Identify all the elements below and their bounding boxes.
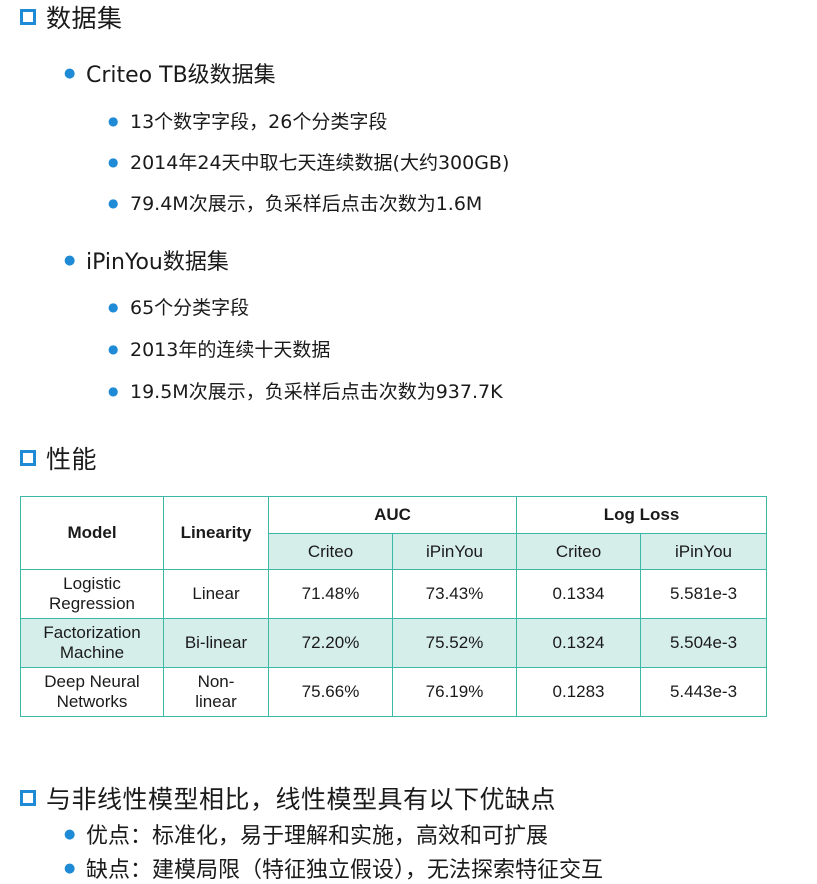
table-row: Factorization Machine Bi-linear 72.20% 7… xyxy=(20,618,767,668)
dot-bullet-icon: ● xyxy=(108,341,119,356)
dot-bullet-icon: ● xyxy=(108,113,119,128)
dataset-title-text: 数据集 xyxy=(46,4,123,33)
auc-ipinyou-cell: 76.19% xyxy=(392,667,517,717)
criteo-bullet: ● Criteo TB级数据集 xyxy=(64,57,276,89)
model-cell: Deep Neural Networks xyxy=(20,667,164,717)
linearity-cell: Linear xyxy=(163,569,269,619)
logloss-ipinyou-cell: 5.443e-3 xyxy=(640,667,767,717)
model-name-line: Deep Neural xyxy=(44,672,140,692)
model-name-line: Networks xyxy=(56,692,128,711)
pros-bullet: ● 优点：标准化，易于理解和实施，高效和可扩展 xyxy=(64,818,548,850)
pros-text: 优点：标准化，易于理解和实施，高效和可扩展 xyxy=(86,824,549,849)
model-cell: Factorization Machine xyxy=(20,618,164,668)
performance-section-title: 性能 xyxy=(20,441,97,475)
criteo-title: Criteo TB级数据集 xyxy=(86,63,276,88)
model-cell: Logistic Regression xyxy=(20,569,164,619)
square-bullet-icon xyxy=(20,9,36,25)
ipinyou-item-text: 19.5M次展示，负采样后点击次数为937.7K xyxy=(130,381,503,403)
criteo-item-text: 13个数字字段，26个分类字段 xyxy=(130,111,388,133)
auc-ipinyou-cell: 73.43% xyxy=(392,569,517,619)
header-model: Model xyxy=(20,496,164,570)
model-name-line: Machine xyxy=(59,643,125,662)
criteo-item-2: ● 2014年24天中取七天连续数据(大约300GB) xyxy=(108,148,509,175)
auc-criteo-cell: 71.48% xyxy=(268,569,393,619)
criteo-item-3: ● 79.4M次展示，负采样后点击次数为1.6M xyxy=(108,189,482,216)
ipinyou-item-text: 2013年的连续十天数据 xyxy=(130,339,331,361)
dot-bullet-icon: ● xyxy=(64,826,76,842)
ipinyou-title: iPinYou数据集 xyxy=(86,250,229,275)
header-auc: AUC xyxy=(268,496,517,534)
criteo-item-text: 2014年24天中取七天连续数据(大约300GB) xyxy=(130,152,510,174)
dot-bullet-icon: ● xyxy=(108,383,119,398)
ipinyou-bullet: ● iPinYou数据集 xyxy=(64,244,229,276)
auc-criteo-cell: 75.66% xyxy=(268,667,393,717)
comparison-title-text: 与非线性模型相比，线性模型具有以下优缺点 xyxy=(46,785,557,814)
square-bullet-icon xyxy=(20,450,36,466)
dot-bullet-icon: ● xyxy=(64,65,76,81)
table-row: Deep Neural Networks Non- linear 75.66% … xyxy=(20,667,767,717)
header-linearity: Linearity xyxy=(163,496,269,570)
model-name-line: Factorization xyxy=(43,623,141,643)
performance-table: Model Linearity AUC Log Loss Criteo iPin… xyxy=(20,496,767,717)
linearity-line: Non- xyxy=(197,672,235,692)
model-name-line: Regression xyxy=(49,594,135,613)
logloss-criteo-cell: 0.1334 xyxy=(516,569,641,619)
performance-title-text: 性能 xyxy=(46,445,98,474)
logloss-criteo-cell: 0.1283 xyxy=(516,667,641,717)
logloss-criteo-cell: 0.1324 xyxy=(516,618,641,668)
criteo-item-text: 79.4M次展示，负采样后点击次数为1.6M xyxy=(130,193,483,215)
logloss-ipinyou-cell: 5.581e-3 xyxy=(640,569,767,619)
square-bullet-icon xyxy=(20,790,36,806)
ipinyou-item-2: ● 2013年的连续十天数据 xyxy=(108,335,330,362)
model-name-line: Logistic xyxy=(63,574,121,594)
dataset-section-title: 数据集 xyxy=(20,0,123,34)
header-ll-criteo: Criteo xyxy=(516,533,641,570)
dot-bullet-icon: ● xyxy=(64,252,76,268)
ipinyou-item-1: ● 65个分类字段 xyxy=(108,293,249,320)
dot-bullet-icon: ● xyxy=(108,299,119,314)
linearity-cell: Bi-linear xyxy=(163,618,269,668)
logloss-ipinyou-cell: 5.504e-3 xyxy=(640,618,767,668)
header-auc-criteo: Criteo xyxy=(268,533,393,570)
cons-bullet: ● 缺点：建模局限（特征独立假设），无法探索特征交互 xyxy=(64,852,603,884)
header-auc-ipinyou: iPinYou xyxy=(392,533,517,570)
dot-bullet-icon: ● xyxy=(108,195,119,210)
linearity-cell: Non- linear xyxy=(163,667,269,717)
auc-ipinyou-cell: 75.52% xyxy=(392,618,517,668)
auc-criteo-cell: 72.20% xyxy=(268,618,393,668)
header-ll-ipinyou: iPinYou xyxy=(640,533,767,570)
comparison-section-title: 与非线性模型相比，线性模型具有以下优缺点 xyxy=(20,781,556,815)
linearity-line: linear xyxy=(195,692,237,711)
header-logloss: Log Loss xyxy=(516,496,767,534)
ipinyou-item-3: ● 19.5M次展示，负采样后点击次数为937.7K xyxy=(108,377,503,404)
cons-text: 缺点：建模局限（特征独立假设），无法探索特征交互 xyxy=(86,858,604,883)
ipinyou-item-text: 65个分类字段 xyxy=(130,297,250,319)
dot-bullet-icon: ● xyxy=(108,154,119,169)
criteo-item-1: ● 13个数字字段，26个分类字段 xyxy=(108,107,387,134)
dot-bullet-icon: ● xyxy=(64,860,76,876)
table-row: Logistic Regression Linear 71.48% 73.43%… xyxy=(20,569,767,619)
